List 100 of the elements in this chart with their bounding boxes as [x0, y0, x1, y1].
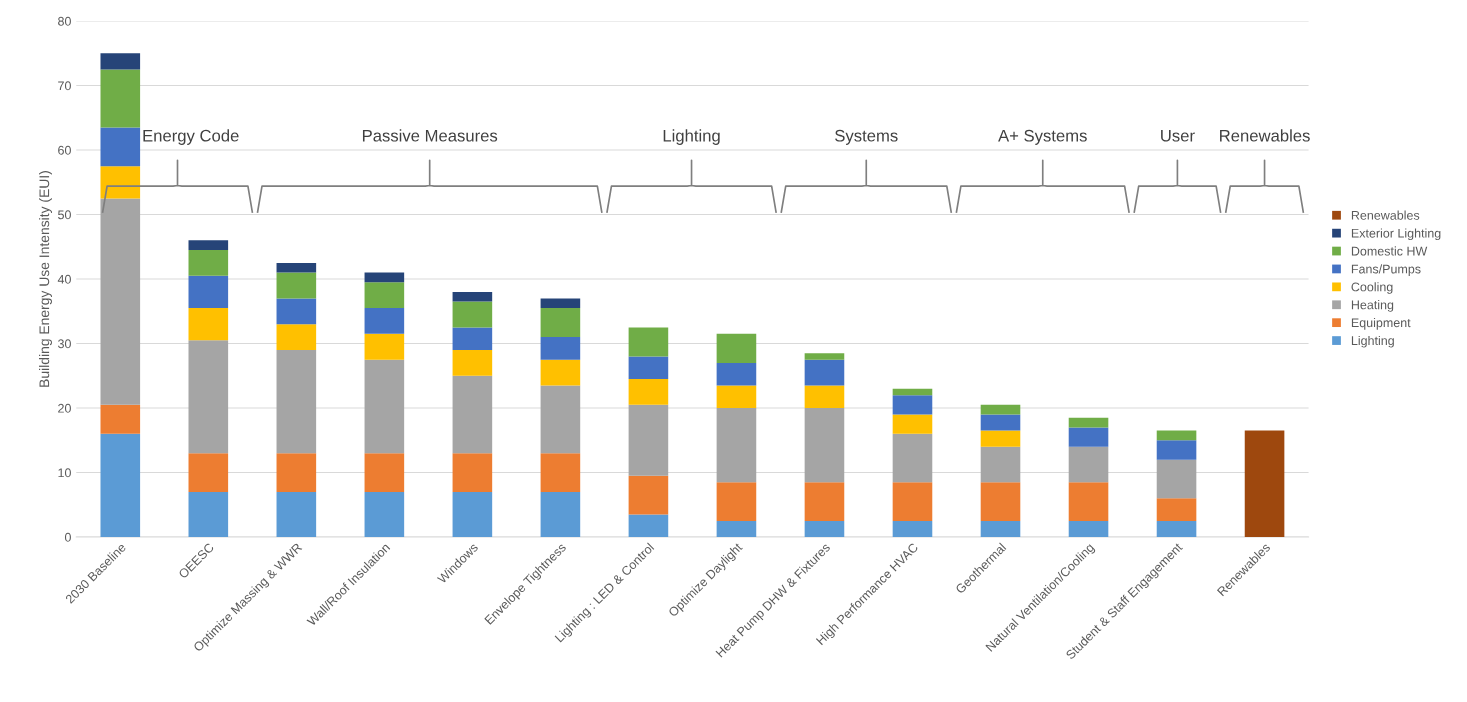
bar: [980, 430, 1021, 447]
annotation: Lighting: [663, 129, 720, 145]
bar: [364, 359, 405, 454]
bar: [804, 385, 845, 409]
bar: [100, 404, 141, 434]
bar: [804, 408, 845, 483]
bar: [276, 262, 317, 273]
legend-label: Lighting: [1351, 335, 1394, 348]
bar: [188, 308, 229, 341]
bar: [980, 520, 1021, 538]
bar: [540, 298, 581, 309]
bar: [980, 446, 1021, 483]
bar: [276, 298, 317, 325]
y-tick-label: 20: [58, 403, 71, 413]
bar: [540, 453, 581, 492]
bar: [452, 291, 493, 302]
bar: [276, 272, 317, 299]
bar: [1068, 446, 1109, 483]
bar: [628, 475, 669, 515]
bar: [364, 333, 405, 360]
annotation: Passive Measures: [362, 129, 498, 142]
bar: [1244, 430, 1285, 538]
bar: [100, 127, 141, 167]
bar: [188, 240, 229, 251]
bar: [716, 362, 757, 386]
legend-label: Cooling: [1351, 282, 1393, 294]
bar: [804, 482, 845, 521]
bar: [364, 308, 405, 334]
bar: [1156, 430, 1197, 441]
y-tick-label: 30: [58, 339, 71, 349]
bar: [1068, 520, 1109, 538]
bar: [628, 514, 669, 538]
bar: [716, 520, 757, 538]
bar: [1156, 498, 1197, 521]
bar: [276, 349, 317, 454]
bar: [980, 414, 1021, 431]
legend-label: Exterior Lighting: [1351, 228, 1441, 241]
legend-label: Equipment: [1351, 317, 1411, 330]
bar: [980, 404, 1021, 415]
bar: [628, 379, 669, 405]
bar: [716, 482, 757, 521]
bar: [188, 340, 229, 454]
bar: [628, 404, 669, 476]
bar: [452, 301, 493, 328]
bar: [452, 327, 493, 350]
bar: [1068, 427, 1109, 447]
bar: [452, 375, 493, 454]
y-tick-label: 70: [58, 81, 71, 91]
bar: [100, 69, 141, 128]
bar: [540, 359, 581, 386]
y-tick-label: 10: [58, 468, 71, 478]
y-axis-title: Building Energy Use Intensity (EUI): [39, 171, 52, 387]
bar: [1156, 520, 1197, 538]
legend-label: Domestic HW: [1351, 246, 1428, 256]
bar: [892, 520, 933, 538]
bar: [452, 491, 493, 538]
bar: [892, 433, 933, 483]
annotation: A+ Systems: [998, 129, 1087, 145]
legend-label: Renewables: [1351, 210, 1420, 220]
y-tick-label: 80: [58, 16, 71, 26]
bar: [276, 324, 317, 350]
bar: [716, 385, 757, 409]
bar: [188, 250, 229, 276]
bar: [628, 356, 669, 380]
y-tick-label: 0: [64, 532, 71, 542]
bar: [540, 308, 581, 338]
bar: [628, 327, 669, 357]
bar: [100, 198, 141, 405]
bar: [188, 491, 229, 538]
bar: [364, 272, 405, 283]
legend-label: Heating: [1351, 300, 1394, 312]
bar: [276, 453, 317, 492]
bar: [100, 166, 141, 199]
bar: [452, 349, 493, 376]
annotation: Renewables: [1220, 129, 1310, 142]
bar: [716, 333, 757, 363]
legend-label: Fans/Pumps: [1351, 264, 1421, 276]
bar: [980, 482, 1021, 521]
bar: [892, 414, 933, 434]
bar: [540, 337, 581, 360]
bar: [100, 53, 141, 70]
y-tick-label: 50: [58, 210, 71, 220]
bar: [364, 453, 405, 492]
bar: [892, 482, 933, 521]
annotation: User: [1161, 129, 1195, 142]
bar: [188, 453, 229, 492]
bar: [1068, 482, 1109, 521]
bar: [452, 453, 493, 492]
bar: [1068, 417, 1109, 428]
bar: [364, 282, 405, 309]
bar: [892, 388, 933, 396]
bar: [1156, 459, 1197, 499]
bar: [804, 520, 845, 538]
bar: [540, 385, 581, 454]
bar: [100, 433, 141, 538]
annotation: Systems: [835, 129, 898, 145]
y-tick-label: 40: [57, 274, 71, 284]
bar: [804, 353, 845, 360]
y-tick-label: 60: [58, 145, 71, 155]
bar: [364, 491, 405, 538]
